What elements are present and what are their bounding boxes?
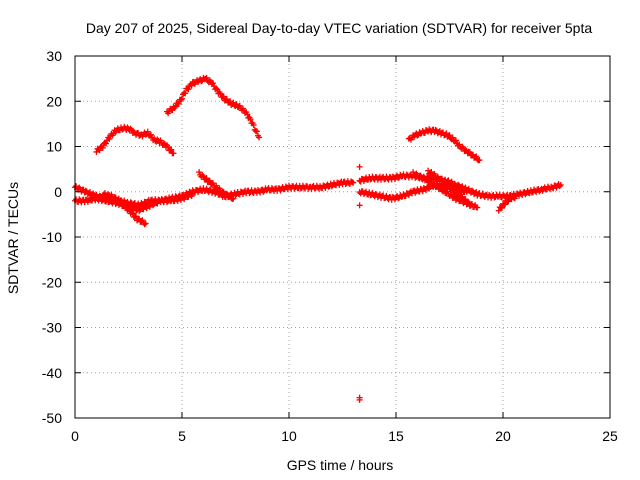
x-tick-label: 10 — [281, 428, 297, 444]
x-tick-label: 15 — [388, 428, 404, 444]
x-tick-label: 25 — [602, 428, 618, 444]
y-tick-label: 0 — [54, 184, 62, 200]
y-tick-label: -40 — [42, 365, 62, 381]
axis-ticks — [74, 55, 611, 419]
y-tick-label: -10 — [42, 229, 62, 245]
y-axis-label: SDTVAR / TECUs — [5, 182, 21, 294]
y-tick-label: 20 — [46, 93, 62, 109]
x-tick-label: 5 — [178, 428, 186, 444]
y-tick-labels: 30 20 10 0 -10 -20 -30 -40 -50 — [42, 48, 62, 426]
x-tick-label: 20 — [495, 428, 511, 444]
y-tick-label: -20 — [42, 274, 62, 290]
y-tick-label: 10 — [46, 139, 62, 155]
x-axis-label: GPS time / hours — [287, 457, 394, 473]
y-tick-label: 30 — [46, 48, 62, 64]
chart-title: Day 207 of 2025, Sidereal Day-to-day VTE… — [86, 20, 593, 36]
y-tick-label: -30 — [42, 320, 62, 336]
x-tick-labels: 0 5 10 15 20 25 — [71, 428, 618, 444]
x-tick-label: 0 — [71, 428, 79, 444]
y-tick-label: -50 — [42, 410, 62, 426]
grid-lines — [75, 56, 610, 418]
data-points — [72, 74, 564, 403]
